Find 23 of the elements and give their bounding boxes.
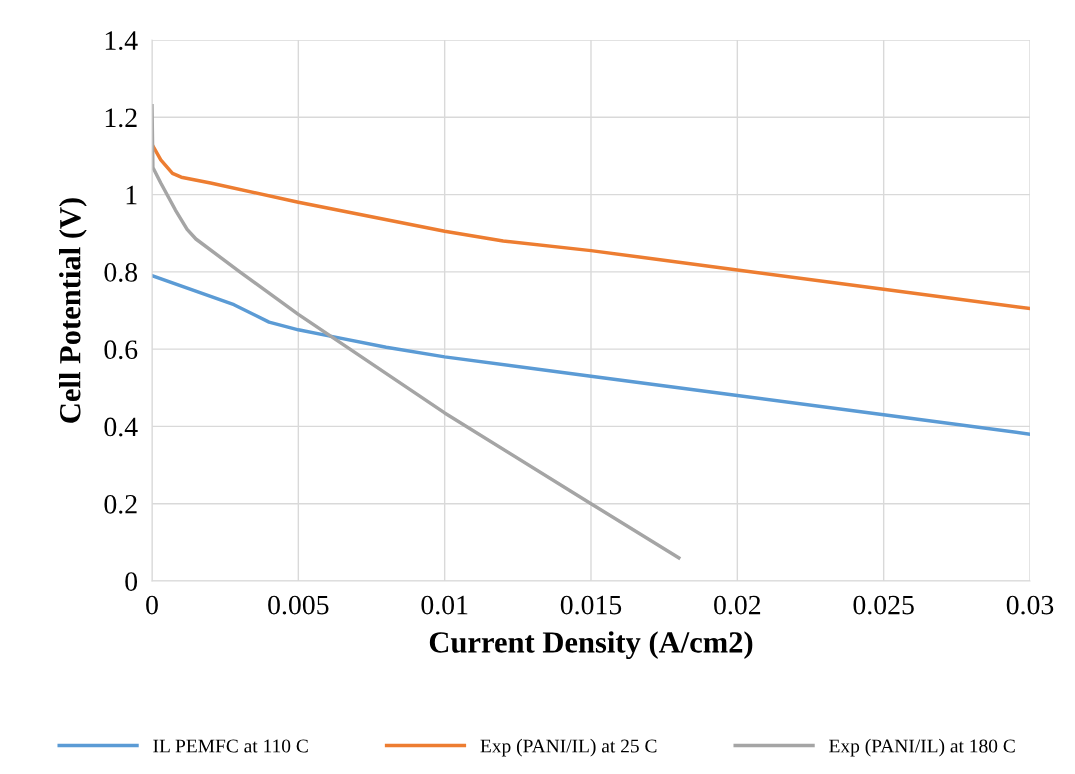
y-tick-label: 0.8 xyxy=(104,263,138,282)
x-tick-label: 0.015 xyxy=(560,595,622,615)
y-tick-label: 1.4 xyxy=(105,31,138,51)
x-tick-label: 0 xyxy=(146,595,158,615)
legend-label: Exp (PANI/IL) at 25 C xyxy=(480,738,657,757)
x-tick-label: 0.01 xyxy=(421,595,468,615)
line-series xyxy=(152,142,1030,311)
legend-label: IL PEMFC at 110 C xyxy=(153,739,308,753)
x-tick-label: 0.025 xyxy=(853,595,914,615)
legend-label: Exp (PANI/IL) at 180 C xyxy=(829,738,1015,757)
x-tick-label: 0.02 xyxy=(714,595,761,615)
y-tick-label: 0.6 xyxy=(104,340,138,360)
x-tick-label: 0.03 xyxy=(1006,595,1054,615)
y-axis-title: Cell Potential (V) xyxy=(59,198,87,423)
x-tick-label: 0.005 xyxy=(268,595,329,615)
y-tick-label: 0.2 xyxy=(104,494,137,514)
y-tick-label: 1 xyxy=(126,185,137,205)
x-axis-title: Current Density (A/cm2) xyxy=(429,631,753,659)
line-series xyxy=(152,103,681,560)
y-tick-label: 1.2 xyxy=(105,108,137,128)
y-tick-label: 0 xyxy=(125,572,138,591)
y-tick-label: 0.4 xyxy=(104,417,138,437)
line-series xyxy=(152,273,1030,436)
